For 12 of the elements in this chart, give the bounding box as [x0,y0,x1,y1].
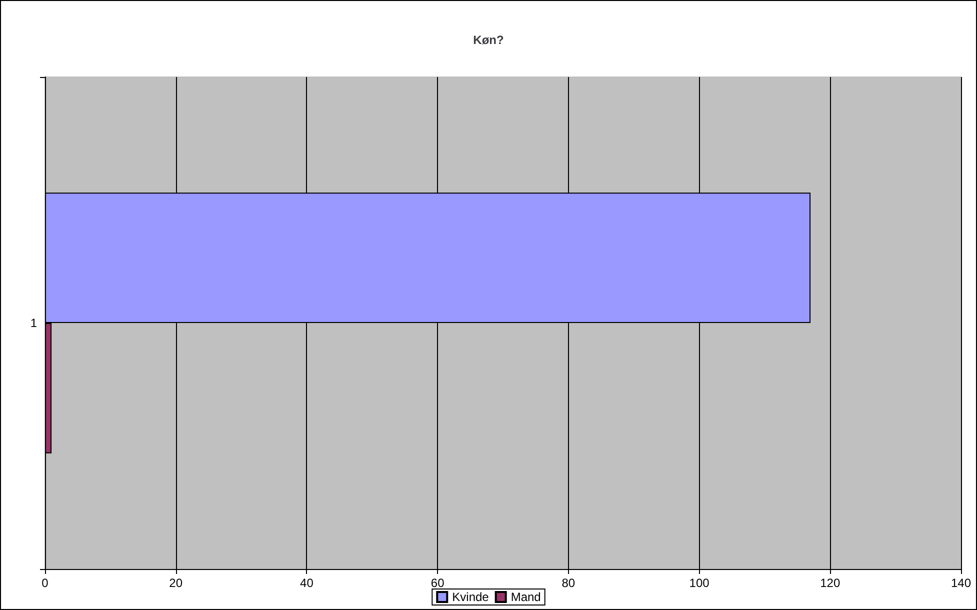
x-tick-label: 120 [820,576,840,590]
x-tick-label: 20 [169,576,183,590]
chart-title: Køn? [473,33,504,47]
legend-label: Kvinde [452,590,490,604]
legend-label: Mand [510,590,541,604]
x-tick-label: 0 [42,576,49,590]
x-tick-label: 100 [689,576,710,590]
x-tick-label: 80 [562,576,576,590]
x-tick-label: 40 [300,576,314,590]
x-tick-label: 140 [950,576,972,590]
x-tick-label: 60 [430,576,445,590]
y-tick-label: 1 [30,316,38,330]
